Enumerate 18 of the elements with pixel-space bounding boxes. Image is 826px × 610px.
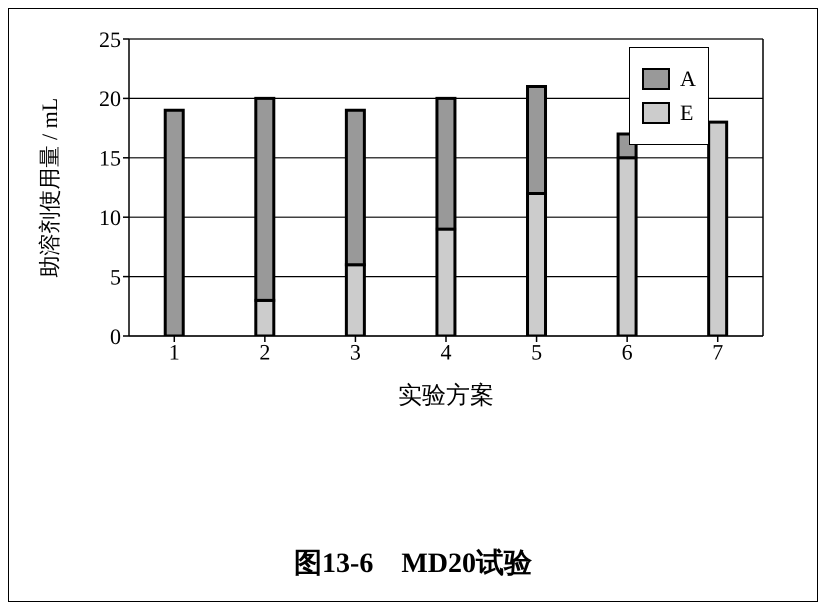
x-tick-label: 3 — [350, 340, 361, 365]
y-tick-label: 5 — [110, 264, 121, 290]
x-axis-title: 实验方案 — [398, 382, 494, 409]
x-tick-label: 4 — [440, 340, 452, 365]
y-tick-label: 0 — [110, 324, 121, 349]
x-tick-label: 5 — [531, 340, 542, 365]
y-tick-label: 25 — [99, 26, 121, 52]
y-axis-title: 助溶剂使用量 / mL — [36, 98, 62, 278]
x-tick-label: 7 — [712, 340, 724, 365]
x-tick-label: 2 — [259, 340, 270, 365]
x-tick-label: 1 — [168, 340, 180, 365]
y-tick-label: 10 — [99, 205, 121, 230]
y-tick-label: 20 — [99, 86, 121, 112]
y-tick-label: 15 — [99, 146, 121, 171]
legend-label: A — [680, 66, 696, 92]
x-tick-label: 6 — [622, 340, 633, 365]
text: 图13-6 MD20试验 — [293, 547, 533, 581]
legend-label: E — [680, 100, 694, 126]
